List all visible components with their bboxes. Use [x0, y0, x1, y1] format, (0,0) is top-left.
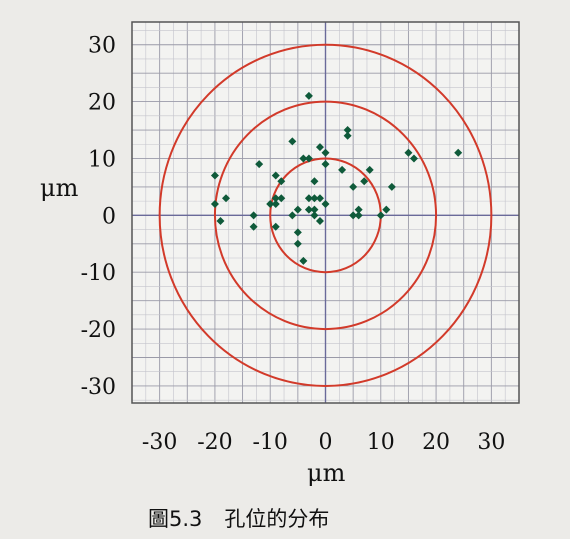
data-point — [321, 199, 330, 208]
x-tick-label: -20 — [197, 430, 232, 455]
data-point — [210, 171, 219, 180]
data-point — [255, 160, 264, 169]
y-tick-label: -10 — [81, 261, 116, 286]
data-point — [304, 91, 313, 100]
data-point — [376, 211, 385, 220]
y-tick-label: 10 — [88, 147, 116, 172]
data-point — [249, 222, 258, 231]
data-point — [404, 148, 413, 157]
data-point — [349, 182, 358, 191]
x-tick-label: 30 — [477, 430, 505, 455]
data-point — [210, 199, 219, 208]
data-point — [271, 194, 280, 203]
circle-r20 — [213, 100, 438, 331]
data-point — [354, 211, 363, 220]
data-point — [249, 211, 258, 220]
data-point — [343, 131, 352, 140]
data-point — [299, 154, 308, 163]
data-point — [360, 177, 369, 186]
data-point — [216, 217, 225, 226]
data-point — [315, 143, 324, 152]
x-tick-label: -30 — [142, 430, 177, 455]
x-tick-label: 20 — [422, 430, 450, 455]
data-point — [288, 211, 297, 220]
data-point — [304, 154, 313, 163]
data-point — [266, 199, 275, 208]
x-tick-label: 0 — [319, 430, 333, 455]
x-tick-label: -10 — [252, 430, 287, 455]
figure-caption: 圖5.3 孔位的分布 — [148, 503, 329, 533]
data-point — [321, 148, 330, 157]
y-tick-label: 20 — [88, 91, 116, 116]
data-point — [310, 177, 319, 186]
data-point — [343, 126, 352, 135]
y-tick-label: 30 — [88, 34, 116, 59]
data-point — [387, 182, 396, 191]
axes — [132, 22, 519, 403]
data-point — [338, 165, 347, 174]
data-point — [382, 205, 391, 214]
data-point — [293, 239, 302, 248]
data-point — [321, 160, 330, 169]
data-point — [354, 205, 363, 214]
data-point — [315, 217, 324, 226]
data-points — [210, 91, 463, 265]
data-point — [349, 211, 358, 220]
data-point — [454, 148, 463, 157]
data-point — [409, 154, 418, 163]
data-point — [293, 205, 302, 214]
data-point — [277, 194, 286, 203]
data-point — [271, 199, 280, 208]
figure-number: 圖5.3 — [148, 507, 203, 531]
data-point — [365, 165, 374, 174]
data-point — [310, 211, 319, 220]
data-point — [299, 256, 308, 265]
scatter-plot: -30 -20 -10 0 10 20 30 30 20 10 0 -10 -20 -30 μm μm — [40, 21, 520, 487]
y-axis-label: μm — [40, 174, 79, 202]
y-tick-label: 0 — [102, 204, 116, 229]
y-tick-label: -20 — [81, 318, 116, 343]
data-point — [310, 194, 319, 203]
plot-frame — [131, 21, 520, 404]
tick-labels: -30 -20 -10 0 10 20 30 30 20 10 0 -10 -20 -30 — [81, 34, 506, 455]
tolerance-circles — [158, 43, 493, 387]
data-point — [221, 194, 230, 203]
data-point — [304, 205, 313, 214]
data-point — [271, 171, 280, 180]
figure-title: 孔位的分布 — [224, 507, 330, 531]
data-point — [315, 194, 324, 203]
data-point — [277, 177, 286, 186]
data-point — [271, 222, 280, 231]
data-point — [304, 194, 313, 203]
data-point — [310, 205, 319, 214]
y-tick-label: -30 — [81, 375, 116, 400]
data-point — [293, 228, 302, 237]
x-tick-label: 10 — [367, 430, 395, 455]
circle-r30 — [158, 43, 493, 387]
data-point — [288, 137, 297, 146]
x-axis-label: μm — [307, 459, 346, 487]
